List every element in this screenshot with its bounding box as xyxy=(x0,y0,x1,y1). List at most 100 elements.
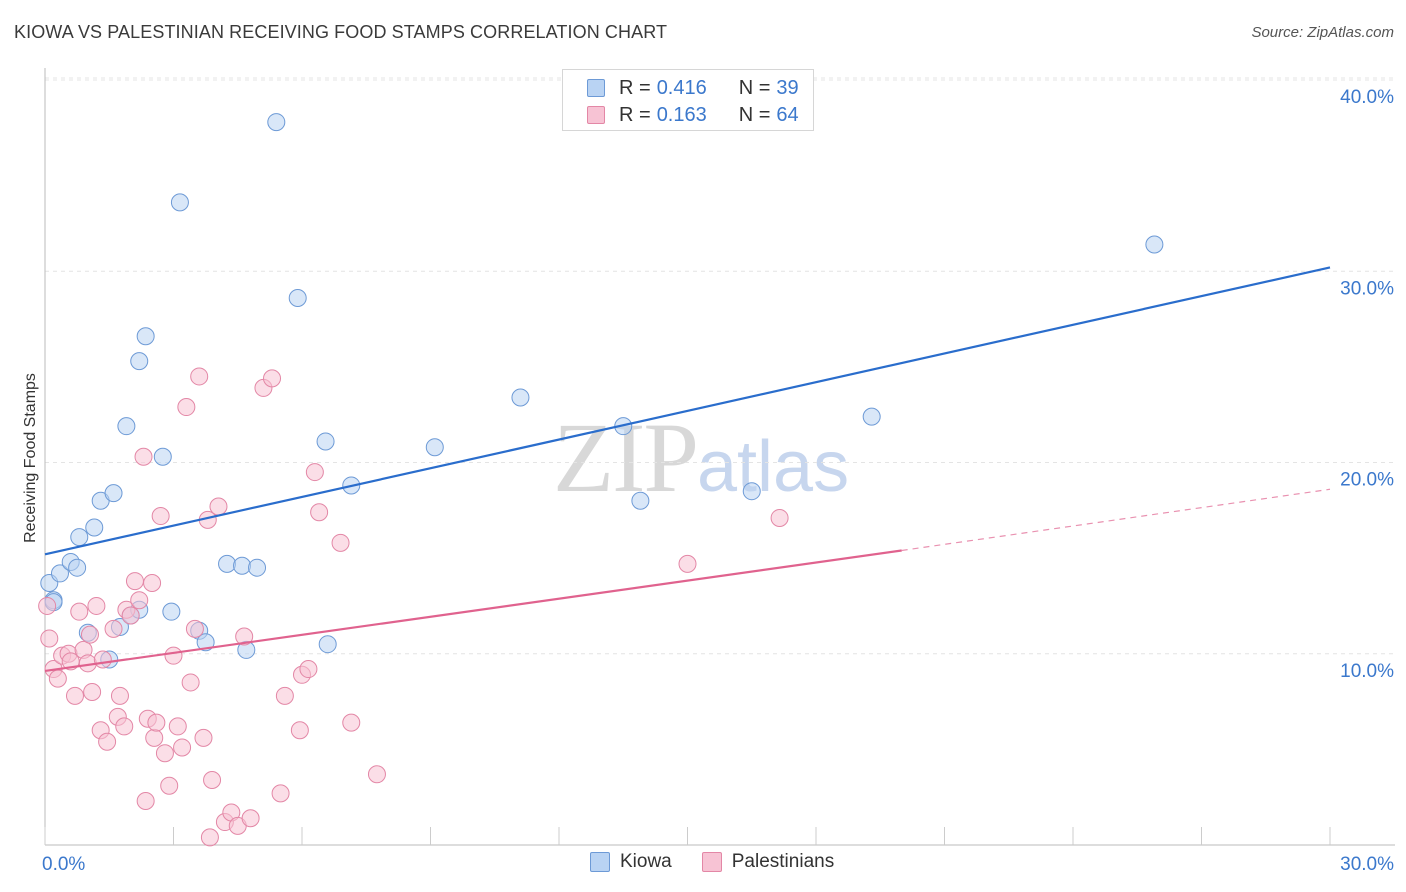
palestinians-point-63 xyxy=(678,554,697,573)
kiowa-point-12 xyxy=(117,417,136,436)
palestinians-point-60 xyxy=(331,533,350,552)
legend-item-palestinians: Palestinians xyxy=(701,851,835,873)
palestinians-point-0 xyxy=(38,596,57,615)
palestinians-point-1 xyxy=(40,629,59,648)
x-tick-label-min: 0.0% xyxy=(42,854,85,875)
palestinians-point-8 xyxy=(70,602,89,621)
palestinians-point-28 xyxy=(143,573,162,592)
kiowa-point-25 xyxy=(248,558,267,577)
kiowa-point-34 xyxy=(631,491,650,510)
palestinians-point-61 xyxy=(342,713,361,732)
kiowa-n-label: N = xyxy=(738,76,771,99)
palestinians-n-label: N = xyxy=(738,103,771,126)
kiowa-point-18 xyxy=(162,602,181,621)
kiowa-r-label: R = xyxy=(619,76,651,99)
kiowa-point-10 xyxy=(104,484,123,503)
y-tick-label-20: 20.0% xyxy=(1340,470,1394,491)
palestinians-point-12 xyxy=(83,683,102,701)
kiowa-point-16 xyxy=(130,352,149,371)
palestinians-point-41 xyxy=(194,728,213,747)
palestinians-point-19 xyxy=(110,686,129,705)
kiowa-point-36 xyxy=(862,407,881,426)
kiowa-point-28 xyxy=(318,635,337,654)
palestinians-point-32 xyxy=(155,744,174,763)
palestinians-point-40 xyxy=(190,367,209,386)
palestinians-point-49 xyxy=(235,627,254,646)
palestinians-point-20 xyxy=(115,717,134,736)
kiowa-point-15 xyxy=(136,327,155,346)
palestinians-point-55 xyxy=(290,721,309,740)
palestinians-point-24 xyxy=(130,591,149,610)
palestinians-r-label: R = xyxy=(619,103,651,126)
palestinians-point-45 xyxy=(209,497,228,516)
y-tick-label-40: 40.0% xyxy=(1340,87,1394,108)
palestinians-point-43 xyxy=(200,828,219,847)
kiowa-r-value: 0.416 xyxy=(656,76,707,99)
palestinians-point-58 xyxy=(305,463,324,482)
kiowa-point-4 xyxy=(68,558,87,577)
palestinians-point-34 xyxy=(164,646,183,665)
kiowa-point-23 xyxy=(233,556,252,575)
palestinians-point-29 xyxy=(145,728,164,747)
watermark-atlas: atlas xyxy=(697,427,850,507)
legend-palestinians-label: Palestinians xyxy=(731,851,835,872)
palestinians-point-62 xyxy=(367,765,386,784)
palestinians-point-59 xyxy=(310,503,329,522)
palestinians-n-value: 64 xyxy=(776,103,799,126)
kiowa-point-31 xyxy=(425,438,444,457)
palestinians-point-30 xyxy=(147,713,166,732)
legend-kiowa-swatch xyxy=(590,852,610,872)
palestinians-point-36 xyxy=(173,738,192,757)
palestinians-point-11 xyxy=(80,625,99,644)
kiowa-point-22 xyxy=(218,554,237,573)
y-axis-label: Receiving Food Stamps xyxy=(22,373,39,543)
palestinians-point-64 xyxy=(770,508,789,527)
kiowa-trend-line xyxy=(44,266,1331,556)
palestinians-point-54 xyxy=(275,686,294,705)
kiowa-point-2 xyxy=(50,564,69,583)
palestinians-point-53 xyxy=(271,784,290,803)
kiowa-n-value: 39 xyxy=(776,76,799,99)
palestinians-point-22 xyxy=(121,606,140,625)
stats-legend: R = 0.416 N = 39 R = 0.163 N = 64 xyxy=(562,69,814,131)
palestinians-point-7 xyxy=(65,686,84,705)
palestinians-point-52 xyxy=(263,369,282,388)
kiowa-point-5 xyxy=(70,528,89,547)
palestinians-point-3 xyxy=(48,669,67,688)
palestinians-swatch xyxy=(587,106,605,124)
palestinians-point-26 xyxy=(136,792,155,811)
palestinians-point-17 xyxy=(104,619,123,638)
kiowa-point-37 xyxy=(1145,235,1164,254)
palestinians-point-35 xyxy=(168,717,187,736)
source-attribution: Source: ZipAtlas.com xyxy=(1251,24,1394,41)
palestinians-point-39 xyxy=(185,619,204,638)
palestinians-point-33 xyxy=(160,776,179,795)
palestinians-point-50 xyxy=(241,809,260,828)
kiowa-point-21 xyxy=(196,633,215,652)
palestinians-point-13 xyxy=(87,596,106,615)
palestinians-point-25 xyxy=(134,447,153,466)
palestinians-point-16 xyxy=(98,732,117,751)
kiowa-point-17 xyxy=(153,447,172,466)
series-legend: Kiowa Palestinians xyxy=(590,851,864,873)
y-tick-label-30: 30.0% xyxy=(1340,278,1394,299)
legend-palestinians-swatch xyxy=(701,852,722,872)
kiowa-point-35 xyxy=(742,482,761,501)
kiowa-point-32 xyxy=(511,388,530,407)
palestinians-point-23 xyxy=(125,572,144,591)
palestinians-point-44 xyxy=(203,770,222,789)
kiowa-point-19 xyxy=(170,193,189,212)
legend-item-kiowa: Kiowa xyxy=(590,851,672,873)
palestinians-r-value: 0.163 xyxy=(656,103,707,126)
kiowa-swatch xyxy=(587,79,605,97)
palestinians-trend-line xyxy=(44,549,902,673)
kiowa-point-6 xyxy=(85,518,104,537)
chart-title: KIOWA VS PALESTINIAN RECEIVING FOOD STAM… xyxy=(14,22,668,42)
kiowa-point-29 xyxy=(316,432,335,451)
palestinians-point-57 xyxy=(299,660,318,679)
palestinians-trend-extension xyxy=(901,488,1331,552)
x-tick-label-max: 30.0% xyxy=(1340,854,1394,875)
y-tick-label-10: 10.0% xyxy=(1340,661,1394,682)
legend-kiowa-label: Kiowa xyxy=(620,851,672,872)
